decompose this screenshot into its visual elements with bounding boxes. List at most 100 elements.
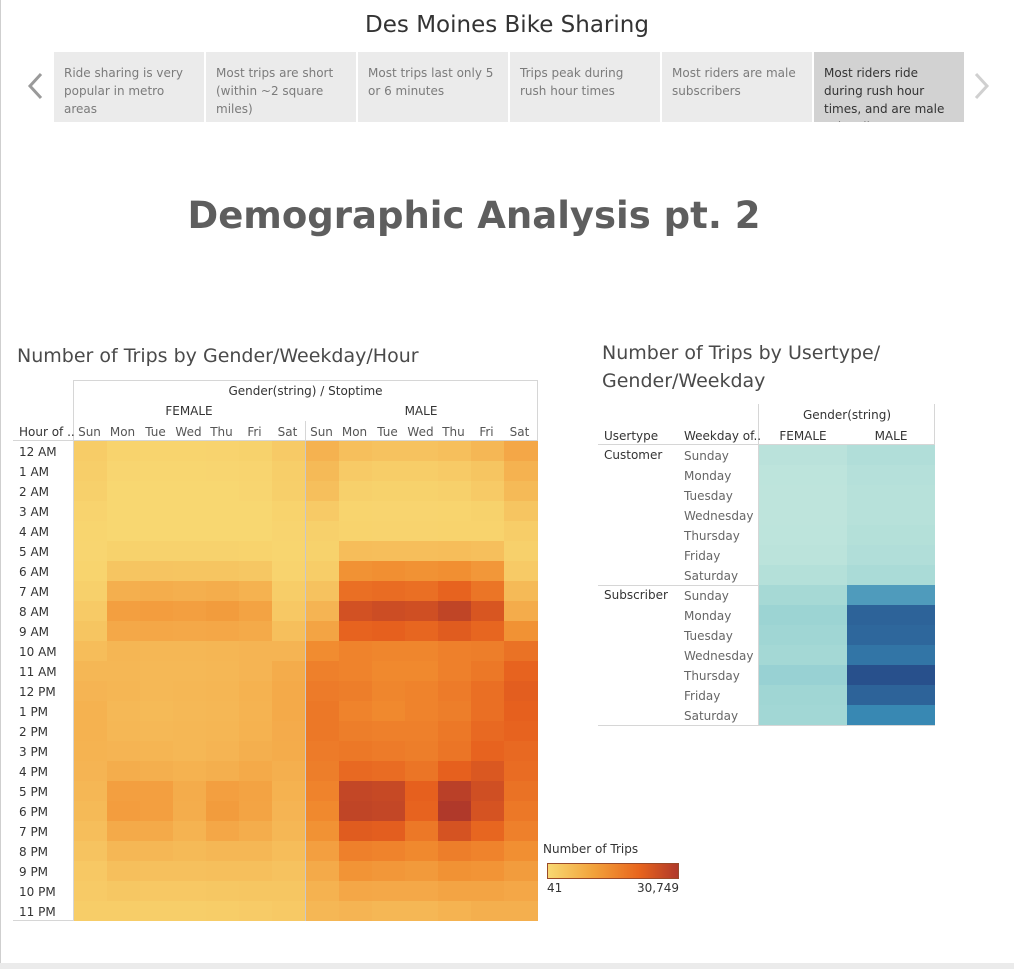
heatmap-cell bbox=[206, 441, 239, 461]
usertype-weekday-label: Tuesday bbox=[684, 489, 733, 503]
heatmap-cell bbox=[107, 681, 140, 701]
usertype-cell bbox=[759, 525, 847, 545]
heatmap-cell bbox=[504, 741, 538, 761]
heatmap-cell bbox=[107, 481, 140, 501]
heatmap-cell bbox=[471, 761, 504, 781]
heatmap-cell bbox=[405, 841, 438, 861]
heatmap-cell bbox=[74, 461, 107, 481]
heatmap-cell bbox=[140, 501, 173, 521]
story-point-3[interactable]: Most trips last only 5 or 6 minutes bbox=[358, 52, 508, 122]
usertype-cell bbox=[759, 625, 847, 645]
usertype-weekday-label: Wednesday bbox=[684, 649, 754, 663]
heatmap-cell bbox=[405, 581, 438, 601]
hour-label: 1 AM bbox=[19, 465, 50, 479]
heatmap-cell bbox=[339, 561, 372, 581]
previous-point-button[interactable] bbox=[24, 64, 48, 108]
hour-label: 3 AM bbox=[19, 505, 50, 519]
usertype-weekday-label: Friday bbox=[684, 549, 721, 563]
heatmap-cell bbox=[173, 841, 206, 861]
heatmap-cell bbox=[339, 681, 372, 701]
heatmap-cell bbox=[74, 741, 107, 761]
heatmap-cell bbox=[272, 761, 306, 781]
heatmap-cell bbox=[107, 901, 140, 921]
heatmap-cell bbox=[471, 661, 504, 681]
heatmap-cell bbox=[438, 641, 471, 661]
heatmap-cell bbox=[239, 521, 272, 541]
heatmap-cell bbox=[140, 861, 173, 881]
left-border bbox=[0, 0, 1, 969]
usertype-cell bbox=[759, 645, 847, 665]
heatmap-cell bbox=[306, 501, 339, 521]
heatmap-cell bbox=[272, 481, 306, 501]
heatmap-cell bbox=[372, 441, 405, 461]
heatmap-cell bbox=[306, 861, 339, 881]
story-point-5[interactable]: Most riders are male subscribers bbox=[662, 52, 812, 122]
heatmap-cell bbox=[74, 621, 107, 641]
hour-label: 12 AM bbox=[19, 445, 57, 459]
heatmap-cell bbox=[239, 901, 272, 921]
usertype-cell bbox=[847, 485, 935, 505]
heatmap-cell bbox=[206, 581, 239, 601]
heatmap-row-header: Hour of .. bbox=[19, 425, 75, 439]
heatmap-cell bbox=[306, 781, 339, 801]
usertype-label-subscriber: Subscriber bbox=[604, 588, 668, 602]
heatmap-cell bbox=[471, 561, 504, 581]
heatmap-cell bbox=[140, 521, 173, 541]
main-title: Demographic Analysis pt. 2 bbox=[187, 194, 761, 237]
weekday-header-male-fri: Fri bbox=[479, 425, 494, 439]
next-point-button[interactable] bbox=[969, 64, 993, 108]
heatmap-cell bbox=[239, 881, 272, 901]
story-point-6[interactable]: Most riders ride during rush hour times,… bbox=[814, 52, 964, 122]
heatmap-cell bbox=[339, 641, 372, 661]
heatmap-cell bbox=[438, 661, 471, 681]
heatmap-cell bbox=[339, 461, 372, 481]
chevron-left-icon bbox=[27, 72, 43, 100]
usertype-weekday-label: Monday bbox=[684, 469, 732, 483]
heatmap-cell bbox=[438, 761, 471, 781]
heatmap-cell bbox=[372, 661, 405, 681]
heatmap-cell bbox=[107, 521, 140, 541]
heatmap-cell bbox=[74, 661, 107, 681]
heatmap-cell bbox=[206, 561, 239, 581]
heatmap-cell bbox=[74, 441, 107, 461]
heatmap-cell bbox=[272, 741, 306, 761]
weekday-header-female-wed: Wed bbox=[175, 425, 202, 439]
heatmap-cell bbox=[173, 821, 206, 841]
usertype-cell bbox=[759, 505, 847, 525]
heatmap-cell bbox=[405, 761, 438, 781]
heatmap-cell bbox=[372, 701, 405, 721]
heatmap-cell bbox=[405, 701, 438, 721]
weekday-header-male-sat: Sat bbox=[509, 425, 530, 439]
story-point-1[interactable]: Ride sharing is very popular in metro ar… bbox=[54, 52, 204, 122]
story-point-4[interactable]: Trips peak during rush hour times bbox=[510, 52, 660, 122]
heatmap-cell bbox=[173, 781, 206, 801]
heatmap-cell bbox=[107, 581, 140, 601]
heatmap-cell bbox=[107, 821, 140, 841]
usertype-cell bbox=[759, 445, 847, 465]
heatmap-cell bbox=[140, 661, 173, 681]
heatmap-cell bbox=[239, 701, 272, 721]
hour-label: 7 AM bbox=[19, 585, 50, 599]
heatmap-cell bbox=[173, 701, 206, 721]
heatmap-cell bbox=[272, 621, 306, 641]
heatmap-cell bbox=[107, 461, 140, 481]
heatmap-cell bbox=[206, 681, 239, 701]
heatmap-cell bbox=[471, 861, 504, 881]
heatmap-cell bbox=[372, 901, 405, 921]
heatmap-cell bbox=[438, 841, 471, 861]
heatmap-cell bbox=[306, 461, 339, 481]
usertype-header-divider bbox=[598, 444, 935, 445]
heatmap-cell bbox=[504, 481, 538, 501]
heatmap-cell bbox=[107, 761, 140, 781]
heatmap-cell bbox=[272, 561, 306, 581]
heatmap-cell bbox=[173, 461, 206, 481]
heatmap-cell bbox=[339, 721, 372, 741]
story-point-2[interactable]: Most trips are short (within ~2 square m… bbox=[206, 52, 356, 122]
heatmap-cell bbox=[140, 761, 173, 781]
hour-label: 10 PM bbox=[19, 885, 56, 899]
heatmap-cell bbox=[239, 641, 272, 661]
heatmap-cell bbox=[74, 541, 107, 561]
heatmap-cell bbox=[239, 741, 272, 761]
heatmap-cell bbox=[306, 741, 339, 761]
heatmap-cell bbox=[372, 521, 405, 541]
